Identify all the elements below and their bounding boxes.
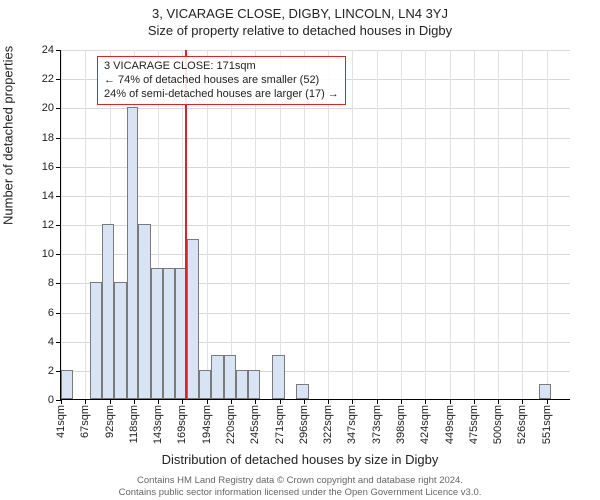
y-tick-label: 12: [22, 219, 54, 231]
x-tick-label: 347sqm: [346, 405, 358, 444]
plot-area: 41sqm67sqm92sqm118sqm143sqm169sqm194sqm2…: [60, 50, 570, 400]
x-tick-mark: [207, 399, 208, 404]
histogram-bar: [61, 370, 73, 399]
x-tick-label: 118sqm: [128, 405, 140, 443]
x-tick-mark: [85, 399, 86, 404]
grid-line-v: [61, 50, 62, 399]
y-tick-label: 24: [22, 44, 54, 56]
grid-line-v: [522, 50, 523, 399]
footer-line-2: Contains public sector information licen…: [0, 487, 600, 498]
x-tick-label: 245sqm: [249, 405, 261, 444]
y-tick-label: 6: [22, 307, 54, 319]
y-tick-label: 4: [22, 336, 54, 348]
grid-line-h: [61, 50, 570, 51]
x-tick-label: 398sqm: [395, 405, 407, 444]
chart-subtitle: Size of property relative to detached ho…: [0, 23, 600, 38]
x-tick-label: 424sqm: [419, 405, 431, 444]
x-axis-label: Distribution of detached houses by size …: [0, 452, 600, 467]
x-tick-mark: [377, 399, 378, 404]
grid-line-v: [401, 50, 402, 399]
histogram-bar: [248, 370, 260, 399]
x-tick-label: 373sqm: [371, 405, 383, 444]
histogram-bar: [272, 355, 284, 399]
histogram-bar: [127, 107, 138, 399]
histogram-bar: [224, 355, 236, 399]
x-tick-mark: [231, 399, 232, 404]
x-tick-label: 67sqm: [79, 405, 91, 438]
x-tick-label: 296sqm: [298, 405, 310, 444]
histogram-bar: [211, 355, 223, 399]
histogram-bar: [199, 370, 211, 399]
y-tick-label: 22: [22, 73, 54, 85]
x-tick-mark: [158, 399, 159, 404]
y-tick-label: 14: [22, 190, 54, 202]
x-tick-label: 475sqm: [468, 405, 480, 444]
chart-container: 3, VICARAGE CLOSE, DIGBY, LINCOLN, LN4 3…: [0, 0, 600, 500]
annotation-box: 3 VICARAGE CLOSE: 171sqm← 74% of detache…: [97, 56, 346, 105]
x-tick-mark: [352, 399, 353, 404]
x-tick-mark: [474, 399, 475, 404]
histogram-bar: [163, 268, 175, 399]
y-tick-label: 0: [22, 394, 54, 406]
footer-attribution: Contains HM Land Registry data © Crown c…: [0, 475, 600, 498]
x-tick-mark: [61, 399, 62, 404]
histogram-bar: [236, 370, 247, 399]
x-tick-label: 143sqm: [152, 405, 164, 444]
x-tick-mark: [425, 399, 426, 404]
x-tick-mark: [134, 399, 135, 404]
x-tick-label: 194sqm: [201, 405, 213, 444]
grid-line-v: [450, 50, 451, 399]
y-tick-label: 2: [22, 365, 54, 377]
x-tick-mark: [522, 399, 523, 404]
annotation-line: 3 VICARAGE CLOSE: 171sqm: [104, 60, 339, 74]
histogram-bar: [90, 282, 102, 399]
y-tick-label: 16: [22, 161, 54, 173]
x-tick-label: 92sqm: [104, 405, 116, 438]
chart-title: 3, VICARAGE CLOSE, DIGBY, LINCOLN, LN4 3…: [0, 6, 600, 21]
y-tick-label: 18: [22, 132, 54, 144]
x-tick-label: 526sqm: [516, 405, 528, 444]
x-tick-mark: [304, 399, 305, 404]
x-tick-mark: [401, 399, 402, 404]
histogram-bar: [102, 224, 114, 399]
y-tick-label: 20: [22, 102, 54, 114]
histogram-bar: [539, 384, 551, 399]
x-tick-label: 322sqm: [322, 405, 334, 444]
histogram-bar: [114, 282, 126, 399]
grid-line-v: [425, 50, 426, 399]
histogram-bar: [187, 239, 199, 399]
x-tick-mark: [450, 399, 451, 404]
y-tick-label: 10: [22, 248, 54, 260]
histogram-bar: [296, 384, 308, 399]
x-tick-mark: [182, 399, 183, 404]
x-tick-label: 500sqm: [492, 405, 504, 444]
grid-line-v: [474, 50, 475, 399]
grid-line-v: [352, 50, 353, 399]
histogram-bar: [151, 268, 163, 399]
x-tick-mark: [255, 399, 256, 404]
footer-line-1: Contains HM Land Registry data © Crown c…: [0, 475, 600, 486]
x-tick-label: 220sqm: [225, 405, 237, 444]
x-tick-mark: [280, 399, 281, 404]
x-tick-mark: [547, 399, 548, 404]
annotation-line: 24% of semi-detached houses are larger (…: [104, 88, 339, 102]
y-tick-label: 8: [22, 277, 54, 289]
x-tick-label: 169sqm: [176, 405, 188, 444]
x-tick-label: 271sqm: [274, 405, 286, 444]
annotation-line: ← 74% of detached houses are smaller (52…: [104, 74, 339, 88]
grid-line-v: [85, 50, 86, 399]
x-tick-label: 41sqm: [55, 405, 67, 438]
x-tick-label: 551sqm: [541, 405, 553, 444]
x-tick-mark: [110, 399, 111, 404]
grid-line-v: [377, 50, 378, 399]
histogram-bar: [138, 224, 150, 399]
grid-line-v: [547, 50, 548, 399]
y-axis-label: Number of detached properties: [1, 46, 16, 225]
x-tick-mark: [328, 399, 329, 404]
x-tick-label: 449sqm: [444, 405, 456, 444]
grid-line-v: [498, 50, 499, 399]
x-tick-mark: [498, 399, 499, 404]
